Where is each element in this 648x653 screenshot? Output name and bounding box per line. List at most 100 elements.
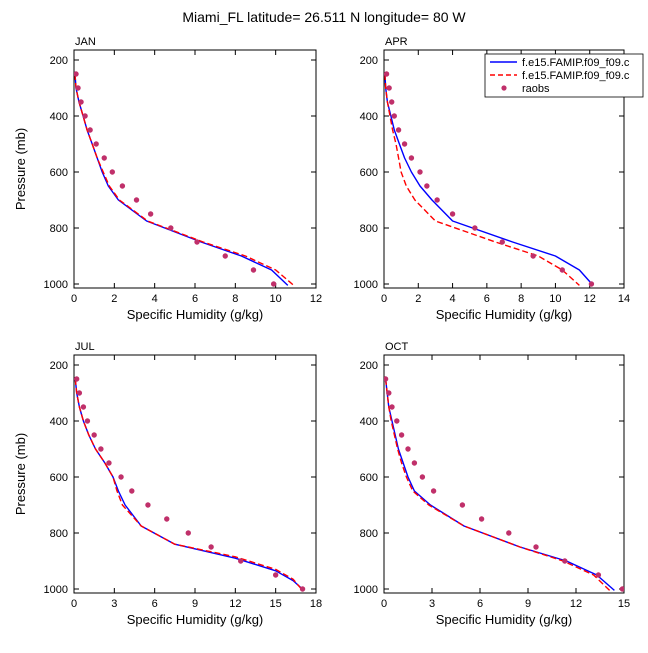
raobs-point (222, 253, 228, 259)
x-tick-label: 12 (570, 598, 582, 610)
raobs-point (384, 71, 390, 77)
raobs-point (82, 113, 88, 119)
x-tick-label: 4 (450, 293, 456, 305)
raobs-point (185, 530, 191, 536)
series-line-2 (384, 73, 580, 286)
raobs-point (394, 418, 400, 424)
y-tick-label: 1000 (354, 279, 378, 291)
raobs-point (129, 488, 135, 494)
raobs-point (250, 267, 257, 273)
x-tick-label: 0 (381, 293, 387, 305)
x-axis-label: Specific Humidity (g/kg) (436, 307, 573, 322)
x-tick-label: 6 (192, 293, 198, 305)
y-tick-label: 600 (50, 472, 68, 484)
legend-box (484, 53, 644, 98)
x-tick-label: 6 (152, 598, 158, 610)
raobs-point (449, 211, 456, 217)
figure-title: Miami_FL latitude= 26.511 N longitude= 8… (182, 9, 466, 25)
raobs-point (93, 141, 99, 147)
x-tick-label: 3 (429, 598, 435, 610)
y-axis-label: Pressure (mb) (13, 433, 28, 515)
raobs-point (87, 127, 93, 133)
plot-frame (383, 354, 625, 594)
raobs-point (74, 71, 79, 77)
y-tick-label: 200 (50, 55, 68, 67)
panel-apr: APR 0 2 4 6 8 10 12 14 200 400 600 800 1000 Specific H… (354, 36, 631, 322)
raobs-point (80, 404, 87, 410)
raobs-point (405, 446, 411, 452)
y-tick-label: 1000 (44, 279, 68, 291)
raobs-point (98, 446, 104, 452)
y-tick-label: 200 (360, 55, 378, 67)
raobs-point (499, 239, 505, 245)
raobs-point (619, 586, 624, 592)
x-tick-label: 9 (192, 598, 198, 610)
series-line-2 (74, 73, 295, 286)
raobs-point (74, 376, 80, 382)
y-tick-label: 800 (360, 528, 378, 540)
x-tick-label: 18 (310, 598, 322, 610)
x-axis-label: Specific Humidity (g/kg) (127, 612, 264, 627)
x-tick-label: 15 (618, 598, 630, 610)
y-tick-label: 1000 (44, 584, 68, 596)
panel-oct: OCT 0 3 6 9 12 15 200 400 600 800 1000 Specific Humi… (354, 341, 631, 627)
raobs-point (76, 390, 83, 396)
series-line-1 (384, 378, 615, 591)
x-axis-label: Specific Humidity (g/kg) (436, 612, 573, 627)
legend-label-2: f.e15.FAMIP.f09_f09.c (522, 70, 630, 82)
legend-label-3: raobs (522, 83, 550, 95)
panel-label: OCT (385, 341, 409, 353)
raobs-point (559, 267, 565, 273)
y-tick-label: 600 (50, 167, 68, 179)
raobs-point (106, 460, 112, 466)
raobs-point (401, 141, 408, 147)
x-tick-label: 8 (232, 293, 238, 305)
data-layer (384, 71, 595, 287)
panel-jul: JUL 0 3 6 9 12 15 18 200 400 600 800 1000 Specific Hu… (13, 341, 322, 627)
raobs-point (588, 281, 595, 287)
x-tick-label: 12 (310, 293, 322, 305)
raobs-point (419, 474, 426, 480)
x-tick-label: 12 (584, 293, 596, 305)
panel-jan: JAN 0 2 4 6 8 10 12 200 400 600 800 1000 Specific Hum… (13, 36, 322, 322)
legend-swatch-3 (501, 85, 507, 91)
raobs-point (459, 502, 466, 508)
raobs-point (133, 197, 140, 203)
x-tick-label: 12 (229, 598, 241, 610)
y-tick-label: 800 (50, 528, 68, 540)
x-tick-label: 0 (71, 598, 77, 610)
raobs-point (472, 225, 478, 231)
raobs-point (272, 572, 279, 578)
raobs-point (411, 460, 418, 466)
series-line-1 (74, 73, 289, 286)
legend: f.e15.FAMIP.f09_f09.c f.e15.FAMIP.f09_f0… (484, 53, 644, 98)
raobs-point (91, 432, 97, 438)
raobs-point (533, 544, 539, 550)
raobs-point (389, 404, 395, 410)
raobs-point (208, 544, 214, 550)
raobs-point (391, 113, 397, 119)
series-line-1 (74, 378, 305, 591)
raobs-point (168, 225, 174, 231)
raobs-point (101, 155, 107, 161)
raobs-point (84, 418, 91, 424)
raobs-point (118, 474, 124, 480)
legend-label-1: f.e15.FAMIP.f09_f09.c (522, 57, 630, 69)
raobs-point (478, 516, 485, 522)
panel-label: JAN (75, 36, 96, 48)
y-axis-label: Pressure (mb) (13, 128, 28, 210)
raobs-point (147, 211, 154, 217)
raobs-point (119, 183, 126, 189)
plot-frame (383, 49, 625, 289)
raobs-point (430, 488, 437, 494)
y-tick-label: 800 (360, 223, 378, 235)
x-tick-label: 8 (518, 293, 524, 305)
y-tick-label: 400 (360, 416, 378, 428)
raobs-point (194, 239, 200, 245)
raobs-point (299, 586, 306, 592)
raobs-point (417, 169, 423, 175)
y-tick-label: 400 (50, 111, 68, 123)
raobs-point (562, 558, 568, 564)
